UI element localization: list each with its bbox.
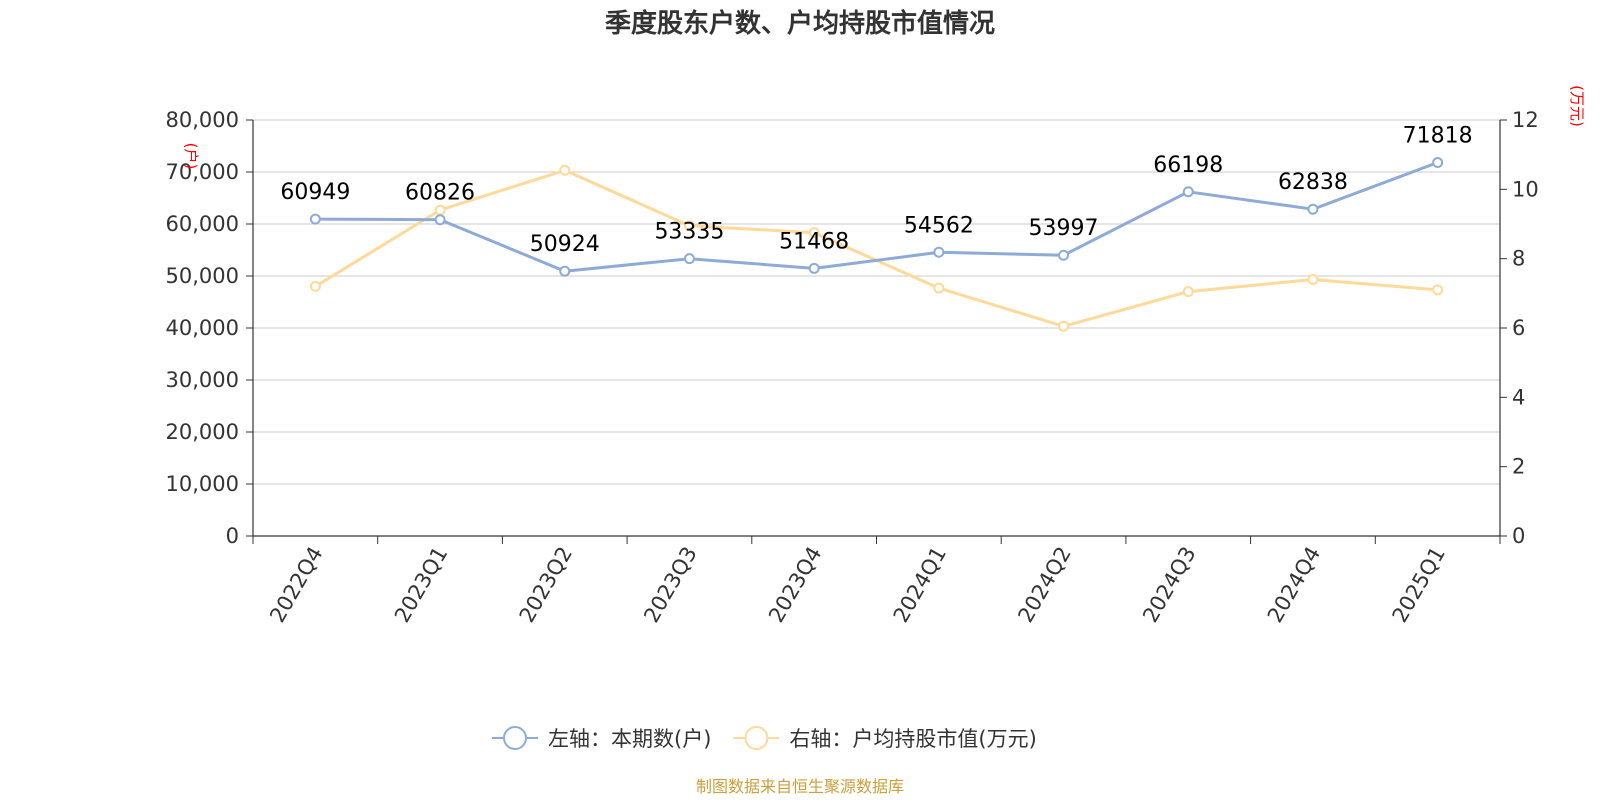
data-label: 60949 (280, 180, 350, 205)
data-label: 66198 (1153, 153, 1223, 178)
legend-marker (744, 726, 769, 750)
left-axis-tick-label: 40,000 (166, 316, 239, 340)
data-label: 60826 (405, 181, 475, 206)
x-axis-label: 2023Q1 (390, 543, 452, 627)
left-axis-tick-label: 0 (226, 524, 239, 548)
x-axis-label: 2024Q1 (889, 543, 951, 627)
right-axis-tick-label: 0 (1512, 524, 1525, 548)
data-point-right (808, 227, 820, 239)
left-axis-tick-label: 30,000 (166, 368, 239, 392)
x-axis-label: 2024Q3 (1138, 543, 1200, 627)
data-point-right (1432, 284, 1444, 296)
data-point-left (683, 253, 695, 265)
data-point-right (1058, 320, 1070, 332)
data-point-left (933, 246, 945, 258)
data-point-right (1182, 286, 1194, 298)
data-label: 53997 (1029, 216, 1099, 241)
data-point-right (559, 164, 571, 176)
x-axis-label: 2022Q4 (265, 543, 327, 627)
x-axis-label: 2023Q4 (764, 543, 826, 627)
legend-label: 左轴：本期数(户) (548, 727, 711, 751)
right-axis-tick-label: 6 (1512, 316, 1525, 340)
data-point-left (1307, 203, 1319, 215)
right-axis-tick-label: 10 (1512, 177, 1539, 201)
series-line-left (315, 161, 1439, 273)
left-axis-unit: (户) (182, 143, 200, 170)
legend: 左轴：本期数(户) 右轴：户均持股市值(万元) (492, 726, 1037, 751)
left-axis-tick-label: 10,000 (166, 472, 239, 496)
left-axis-tick-label: 80,000 (166, 108, 239, 132)
data-point-left (808, 262, 820, 274)
legend-label: 右轴：户均持股市值(万元) (789, 727, 1036, 751)
data-label: 71818 (1403, 124, 1473, 149)
data-label: 50924 (530, 232, 600, 257)
x-axis-label: 2023Q3 (639, 543, 701, 627)
data-label: 54562 (904, 213, 974, 238)
data-label: 53335 (654, 220, 724, 245)
data-label: 51468 (779, 229, 849, 254)
data-point-left (559, 265, 571, 277)
right-axis-tick-label: 8 (1512, 247, 1525, 271)
data-point-left (1058, 249, 1070, 261)
left-axis-tick-label: 50,000 (166, 264, 239, 288)
x-axis-label: 2025Q1 (1388, 543, 1450, 627)
data-point-left (1182, 186, 1194, 198)
data-point-right (434, 204, 446, 216)
right-axis-tick-label: 4 (1512, 385, 1525, 409)
data-point-left (309, 213, 321, 225)
data-point-right (309, 280, 321, 292)
series-line-right (314, 168, 1438, 328)
data-label: 62838 (1278, 170, 1348, 195)
data-point-right (1307, 273, 1319, 285)
right-axis-tick-label: 2 (1512, 455, 1525, 479)
left-axis-tick-label: 20,000 (166, 420, 239, 444)
chart-title: 季度股东户数、户均持股市值情况 (605, 8, 995, 39)
x-axis-label: 2023Q2 (515, 543, 577, 627)
x-axis-label: 2024Q2 (1013, 543, 1075, 627)
data-point-right (933, 282, 945, 294)
x-axis-label: 2024Q4 (1263, 543, 1325, 627)
legend-marker (503, 726, 527, 750)
series-layer (309, 157, 1444, 332)
source-note: 制图数据来自恒生聚源数据库 (696, 777, 904, 796)
left-axis-tick-label: 70,000 (166, 160, 239, 184)
left-axis-tick-label: 60,000 (166, 212, 239, 236)
data-point-left (434, 214, 446, 226)
right-axis-unit: (万元) (1568, 85, 1586, 127)
data-labels: 60949 60826 50924 53335 51468 54562 53997 66198… (280, 124, 1472, 258)
data-point-left (1432, 157, 1444, 169)
data-point-right (683, 220, 695, 232)
right-axis-tick-label: 12 (1512, 108, 1539, 132)
grid-lines (253, 119, 1500, 537)
